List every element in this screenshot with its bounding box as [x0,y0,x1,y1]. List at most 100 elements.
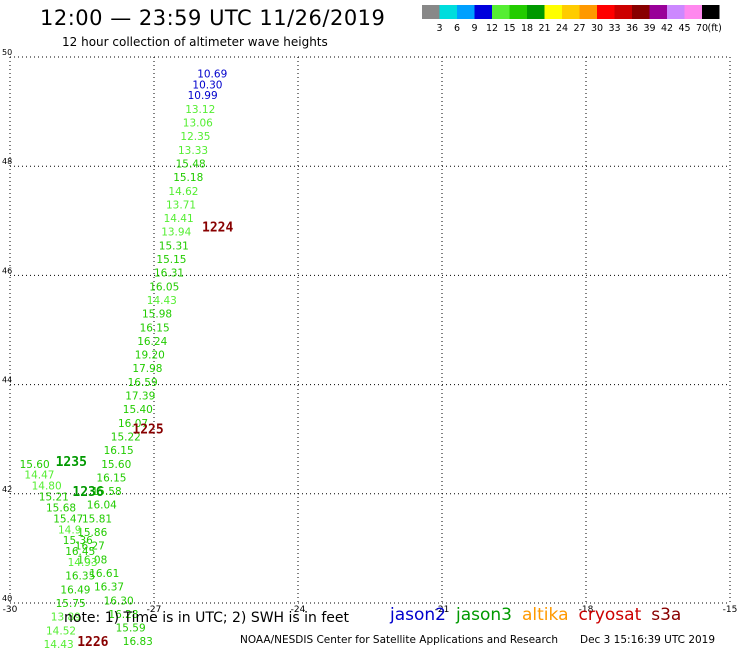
wave-height-label: 16.08 [77,554,107,566]
wave-height-label: 15.86 [77,527,107,539]
wave-height-label: 16.24 [137,336,167,348]
wave-height-label: 15.40 [123,404,153,416]
wave-height-label: 10.30 [192,79,222,91]
wave-height-label: 10.69 [197,68,227,80]
wave-height-label: 15.36 [63,535,93,547]
wave-height-label: 16.07 [118,418,148,430]
color-scale-label: 39 [643,23,655,34]
wave-height-label: 15.21 [39,492,69,504]
satellite-legend: jason2 jason3 altika cryosat s3a [390,605,691,625]
wave-height-label: 15.31 [159,240,189,252]
color-swatch [562,5,580,19]
sat-legend-s3a: s3a [651,605,682,625]
color-swatch [597,5,615,19]
color-scale-label: 24 [556,23,568,34]
wave-height-label: 16.15 [104,445,134,457]
color-scale-label: 36 [626,23,638,34]
color-scale-label: 18 [521,23,533,34]
wave-height-label: 16.35 [65,571,95,583]
color-swatch [527,5,545,19]
wave-height-label: 16.28 [108,609,138,621]
color-swatch [702,5,720,19]
wave-height-label: 14.62 [168,186,198,198]
wave-height-label: 16.37 [94,582,124,594]
color-scale-label: 21 [538,23,550,34]
color-swatch [439,5,457,19]
wave-height-label: 15.59 [116,623,146,635]
color-scale-label: 6 [454,23,460,34]
wave-height-label: 14.9 [58,524,81,536]
wave-height-label: 15.22 [111,431,141,443]
x-tick-label: -18 [579,605,594,615]
wave-height-label: 15.68 [46,502,76,514]
y-tick-label: 44 [2,376,12,385]
wave-height-label: 14.43 [147,295,177,307]
wave-height-label: 15.58 [92,486,122,498]
wave-height-label: 15.75 [56,598,86,610]
wave-height-label: 14.80 [32,481,62,493]
wave-height-label: 14.93 [68,557,98,569]
x-tick-label: -24 [291,605,306,615]
color-swatch [579,5,597,19]
generated-time: Dec 3 15:16:39 UTC 2019 [580,634,716,646]
color-swatch [509,5,527,19]
x-tick-label: -30 [3,605,18,615]
wave-height-label: 17.39 [125,391,155,403]
color-scale-legend: 3 6 9 12 15 18 21 24 27 30 33 36 39 42 45 70 (ft) [422,5,722,34]
color-scale-label: 3 [436,23,442,34]
wave-height-label: 16.61 [89,568,119,580]
wave-height-label: 13.12 [185,104,215,116]
wave-height-label: 14.41 [164,213,194,225]
wave-height-label: 13.89 [51,612,81,624]
wave-height-label: 10.99 [188,90,218,102]
wave-height-label: 16.27 [75,541,105,553]
color-swatch [632,5,650,19]
color-scale-label: 15 [503,23,515,34]
color-scale-unit: (ft) [708,23,722,34]
color-scale-label: 12 [486,23,498,34]
wave-height-label: 14.43 [44,639,74,650]
color-swatch [544,5,562,19]
pass-time-label: 1226 [77,635,108,650]
wave-height-label: 15.60 [101,459,131,471]
x-tick-label: -21 [435,605,450,615]
pass-time-label: 1224 [202,220,233,235]
credit-text: NOAA/NESDIS Center for Satellite Applica… [240,634,558,646]
color-swatch [474,5,492,19]
wave-height-label: 19.20 [135,350,165,362]
y-tick-label: 46 [2,266,12,275]
sat-legend-jason2: jason2 [390,605,446,625]
wave-height-label: 13.33 [178,145,208,157]
sat-legend-cryosat: cryosat [578,605,642,625]
wave-height-label: 15.81 [82,513,112,525]
y-tick-label: 42 [2,485,12,494]
color-swatch [614,5,632,19]
wave-height-label: 16.45 [65,546,95,558]
chart-title: 12:00 — 23:59 UTC 11/26/2019 [40,6,386,30]
color-swatch [457,5,475,19]
wave-height-label: 15.15 [156,254,186,266]
wave-height-label: 15.60 [20,459,50,471]
pass-time-label: 1235 [56,455,87,470]
wave-height-label: 15.48 [176,158,206,170]
color-swatch [492,5,510,19]
y-tick-label: 50 [2,48,12,57]
wave-height-label: 16.15 [140,322,170,334]
wave-height-label: 16.59 [128,377,158,389]
wave-height-label: 15.98 [142,309,172,321]
wave-height-label: 12.35 [180,131,210,143]
wave-height-label: 17.98 [132,363,162,375]
footer-note: note: 1) Time is in UTC; 2) SWH is in fe… [64,610,350,626]
wave-height-label: 16.49 [60,584,90,596]
color-scale-label: 70 [696,23,708,34]
color-swatch [684,5,702,19]
wave-height-label: 16.05 [149,281,179,293]
color-swatch [667,5,685,19]
x-tick-label: -27 [147,605,162,615]
color-scale-label: 42 [661,23,673,34]
pass-time-label: 1225 [132,422,163,437]
wave-height-label: 16.31 [154,268,184,280]
wave-height-label: 16.30 [104,595,134,607]
wave-height-label: 13.06 [183,118,213,130]
